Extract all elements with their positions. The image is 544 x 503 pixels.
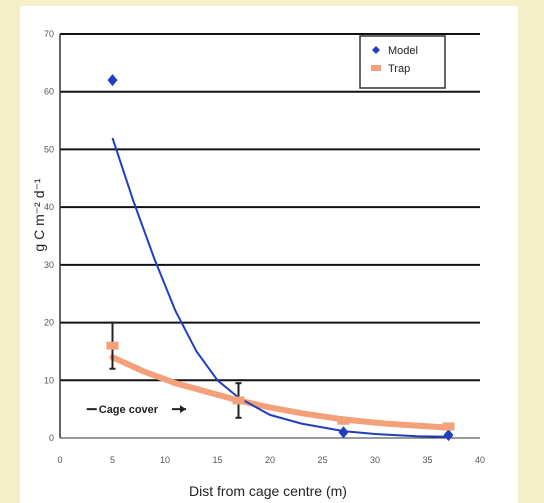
y-tick-label-50: 50	[44, 144, 54, 154]
cage-cover-annotation: Cage cover	[86, 404, 186, 416]
trap-point-3	[442, 422, 455, 431]
model-point-1	[338, 426, 349, 439]
y-tick-label-70: 70	[44, 29, 54, 39]
x-tick-label-5: 5	[110, 455, 115, 465]
legend-trap-marker	[371, 65, 381, 71]
trap-point-2	[337, 416, 350, 425]
plot-area	[60, 34, 480, 438]
x-tick-label-15: 15	[212, 455, 222, 465]
annotation-label: Cage cover	[99, 404, 159, 416]
model-point-2	[443, 429, 454, 442]
y-tick-labels: 0 10 20 30 40 50 60 70	[44, 29, 54, 443]
legend-model-marker	[372, 46, 380, 54]
y-tick-label-10: 10	[44, 375, 54, 385]
y-tick-label-30: 30	[44, 260, 54, 270]
x-tick-label-30: 30	[370, 455, 380, 465]
y-tick-label-20: 20	[44, 318, 54, 328]
y-axis-title: g C m⁻² d⁻¹	[31, 178, 47, 251]
trap-point-1	[232, 396, 245, 405]
legend-model-label: Model	[388, 45, 418, 57]
x-tick-label-10: 10	[160, 455, 170, 465]
x-tick-labels: 0 5 10 15 20 25 30 35 40	[57, 455, 485, 465]
model-point-0	[107, 74, 118, 87]
legend-box	[359, 35, 446, 89]
x-tick-label-20: 20	[265, 455, 275, 465]
legend: Model Trap	[359, 35, 446, 89]
y-tick-label-40: 40	[44, 202, 54, 212]
x-tick-label-35: 35	[422, 455, 432, 465]
x-tick-label-0: 0	[57, 455, 62, 465]
data-points	[106, 74, 455, 442]
y-tick-label-60: 60	[44, 87, 54, 97]
annotation-arrow-head	[180, 405, 186, 414]
trap-point-0	[106, 341, 119, 350]
x-tick-label-25: 25	[317, 455, 327, 465]
x-tick-label-40: 40	[475, 455, 485, 465]
x-axis-title: Dist from cage centre (m)	[189, 483, 347, 499]
y-tick-label-0: 0	[49, 433, 54, 443]
legend-trap-label: Trap	[388, 63, 410, 75]
trap-fit-curve	[109, 354, 452, 431]
grid-lines	[60, 33, 480, 382]
